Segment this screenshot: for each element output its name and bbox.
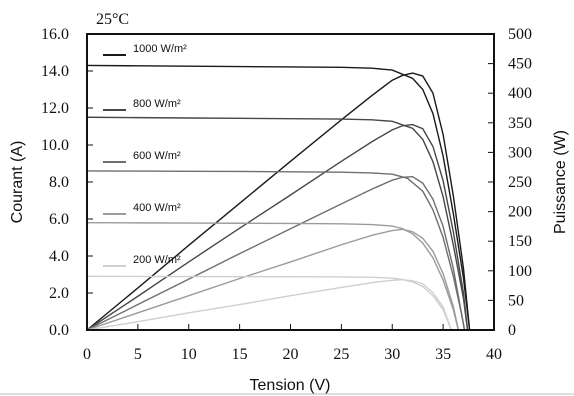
right-y-tick-label-100: 100 [508, 263, 532, 280]
x-tick-label-20: 20 [283, 346, 299, 363]
x-tick-label-10: 10 [181, 346, 197, 363]
x-tick-label-35: 35 [435, 346, 451, 363]
right-y-tick-label-200: 200 [508, 204, 532, 221]
power-curve-1 [86, 123, 469, 331]
left-y-tick-label-4.0: 4.0 [49, 248, 69, 265]
current-curve-3 [86, 222, 460, 331]
right-y-tick-label-350: 350 [508, 115, 532, 132]
right-y-tick-label-300: 300 [508, 144, 532, 161]
right-y-tick-label-250: 250 [508, 174, 532, 191]
left-y-tick-label-0.0: 0.0 [49, 322, 69, 339]
left-y-tick-label-2.0: 2.0 [49, 285, 69, 302]
current-curve-0 [86, 64, 471, 331]
power-curve-3 [86, 228, 460, 331]
right-y-tick-label-500: 500 [508, 26, 532, 43]
right-y-tick-label-450: 450 [508, 56, 532, 73]
current-curve-1 [86, 116, 469, 331]
legend: 1000 W/m² 800 W/m² 600 W/m² 400 W/m² 200 W/m… [103, 43, 187, 267]
power-curve-0 [86, 72, 471, 331]
left-y-axis: 0.0 2.0 4.0 6.0 8.0 10.0 12.0 14.0 16.0 [41, 26, 93, 339]
x-axis-title: Tension (V) [250, 377, 331, 394]
x-axis: 0 5 10 15 20 25 30 35 40 [83, 324, 502, 363]
left-y-tick-label-12.0: 12.0 [41, 100, 69, 117]
left-y-tick-label-16.0: 16.0 [41, 26, 69, 43]
temperature-label: 25°C [96, 11, 129, 28]
x-tick-label-15: 15 [232, 346, 248, 363]
plot-lines [86, 64, 471, 331]
left-y-tick-label-6.0: 6.0 [49, 211, 69, 228]
x-tick-label-25: 25 [333, 346, 349, 363]
legend-label-4: 200 W/m² [133, 254, 181, 266]
legend-label-2: 600 W/m² [133, 150, 181, 162]
legend-label-3: 400 W/m² [133, 202, 181, 214]
x-tick-label-5: 5 [134, 346, 142, 363]
left-y-tick-label-10.0: 10.0 [41, 137, 69, 154]
legend-label-0: 1000 W/m² [133, 43, 187, 55]
x-tick-label-0: 0 [83, 346, 91, 363]
right-y-tick-label-400: 400 [508, 85, 532, 102]
left-y-axis-title: Courant (A) [9, 141, 26, 224]
x-tick-label-30: 30 [384, 346, 400, 363]
legend-label-1: 800 W/m² [133, 98, 181, 110]
left-y-tick-label-8.0: 8.0 [49, 174, 69, 191]
right-y-tick-label-50: 50 [508, 292, 524, 309]
left-y-tick-label-14.0: 14.0 [41, 63, 69, 80]
right-y-axis-title: Puissance (W) [552, 130, 569, 234]
x-tick-label-40: 40 [486, 346, 502, 363]
right-y-axis: 0 50 100 150 200 250 300 350 400 450 500 [488, 26, 532, 339]
right-y-tick-label-150: 150 [508, 233, 532, 250]
current-curve-4 [86, 275, 452, 331]
right-y-tick-label-0: 0 [508, 322, 516, 339]
power-curve-4 [86, 278, 452, 331]
current-curve-2 [86, 170, 466, 331]
power-curve-2 [86, 175, 466, 331]
